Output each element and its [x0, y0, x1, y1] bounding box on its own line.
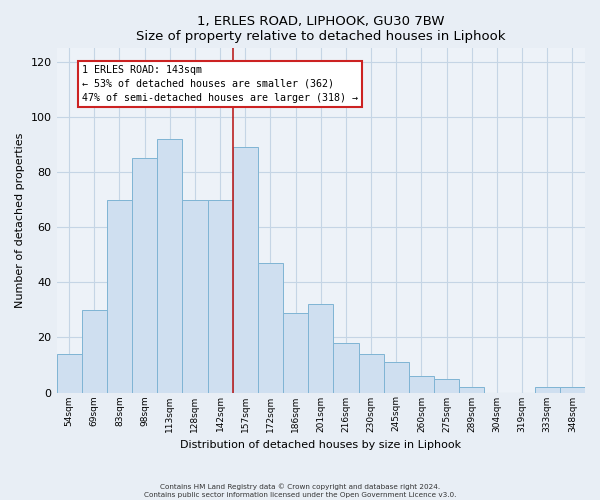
Bar [383, 362, 409, 392]
Bar [334, 343, 359, 392]
Bar [132, 158, 157, 392]
Title: 1, ERLES ROAD, LIPHOOK, GU30 7BW
Size of property relative to detached houses in: 1, ERLES ROAD, LIPHOOK, GU30 7BW Size of… [136, 15, 506, 43]
Bar [157, 139, 182, 392]
Bar [459, 387, 484, 392]
Bar [258, 263, 283, 392]
Bar [560, 387, 585, 392]
Bar [308, 304, 334, 392]
Bar [182, 200, 208, 392]
Bar [434, 378, 459, 392]
Bar [82, 310, 107, 392]
Text: Contains HM Land Registry data © Crown copyright and database right 2024.
Contai: Contains HM Land Registry data © Crown c… [144, 484, 456, 498]
X-axis label: Distribution of detached houses by size in Liphook: Distribution of detached houses by size … [180, 440, 461, 450]
Y-axis label: Number of detached properties: Number of detached properties [15, 132, 25, 308]
Bar [359, 354, 383, 393]
Bar [283, 312, 308, 392]
Bar [208, 200, 233, 392]
Bar [233, 148, 258, 392]
Bar [535, 387, 560, 392]
Bar [409, 376, 434, 392]
Bar [56, 354, 82, 393]
Bar [107, 200, 132, 392]
Text: 1 ERLES ROAD: 143sqm
← 53% of detached houses are smaller (362)
47% of semi-deta: 1 ERLES ROAD: 143sqm ← 53% of detached h… [82, 65, 358, 103]
